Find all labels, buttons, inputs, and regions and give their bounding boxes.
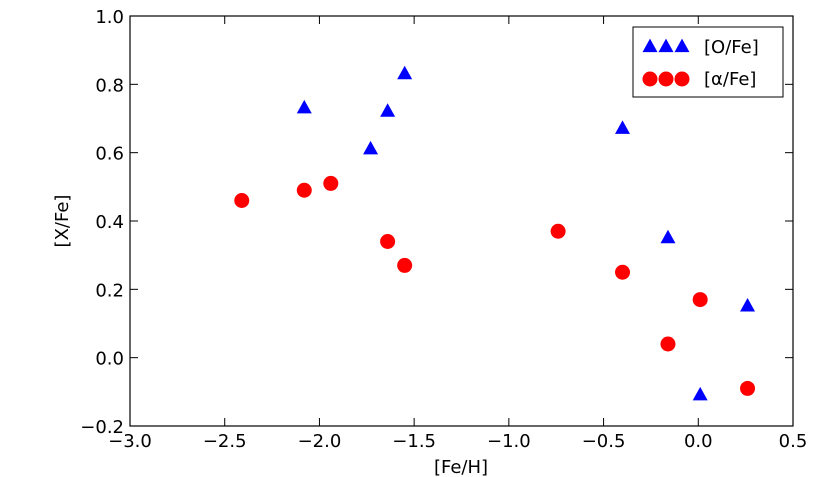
legend-marker-oxygen	[658, 38, 674, 53]
legend: [O/Fe] [α/Fe]	[632, 26, 784, 98]
x-tick-label: −0.5	[582, 431, 626, 452]
x-axis-ticks: −3.0 −2.5 −2.0 −1.5 −1.0 −0.5 0.0 0.5	[108, 16, 807, 452]
data-point-oxygen	[692, 386, 708, 401]
y-tick-label: 0.0	[95, 349, 124, 370]
data-point-alpha	[550, 223, 566, 239]
data-point-alpha	[660, 336, 676, 352]
legend-marker-oxygen	[642, 38, 658, 53]
legend-marker-oxygen	[674, 38, 690, 53]
data-point-oxygen	[380, 103, 396, 117]
data-point-alpha	[296, 182, 312, 198]
data-point-oxygen	[397, 65, 413, 80]
legend-label-alpha: [α/Fe]	[704, 69, 756, 90]
x-tick-label: −2.0	[298, 431, 342, 452]
y-tick-label: 0.6	[95, 144, 124, 165]
legend-marker-alpha	[658, 71, 674, 87]
data-point-alpha	[234, 193, 250, 208]
y-tick-label: −0.2	[80, 417, 124, 438]
data-point-oxygen	[740, 298, 756, 312]
data-point-alpha	[323, 175, 339, 191]
data-point-alpha	[380, 234, 396, 249]
data-point-oxygen	[660, 229, 676, 244]
y-tick-label: 0.4	[95, 212, 124, 233]
y-tick-label: 1.0	[95, 7, 124, 28]
y-axis-label: [X/Fe]	[52, 195, 73, 248]
x-tick-label: −2.5	[203, 431, 247, 452]
legend-box	[632, 26, 784, 98]
x-axis-label: [Fe/H]	[434, 457, 488, 477]
y-tick-label: 0.2	[95, 280, 124, 301]
legend-label-oxygen: [O/Fe]	[704, 37, 759, 58]
data-point-oxygen	[296, 99, 312, 114]
x-tick-label: 0.5	[779, 431, 808, 452]
legend-marker-alpha	[642, 71, 658, 87]
data-point-alpha	[692, 292, 708, 308]
legend-marker-alpha	[674, 71, 690, 87]
x-tick-label: 0.0	[684, 431, 713, 452]
data-marks	[234, 65, 756, 401]
x-tick-label: −1.5	[392, 431, 436, 452]
legend-markers	[642, 38, 690, 87]
x-tick-label: −3.0	[108, 431, 152, 452]
data-point-alpha	[397, 257, 413, 273]
x-tick-label: −1.0	[487, 431, 531, 452]
data-point-alpha	[615, 264, 631, 280]
y-axis-ticks: −0.2 0.0 0.2 0.4 0.6 0.8 1.0	[80, 7, 793, 438]
y-tick-label: 0.8	[95, 75, 124, 96]
data-point-alpha	[740, 380, 756, 396]
data-point-oxygen	[615, 120, 631, 134]
data-point-oxygen	[363, 140, 379, 155]
